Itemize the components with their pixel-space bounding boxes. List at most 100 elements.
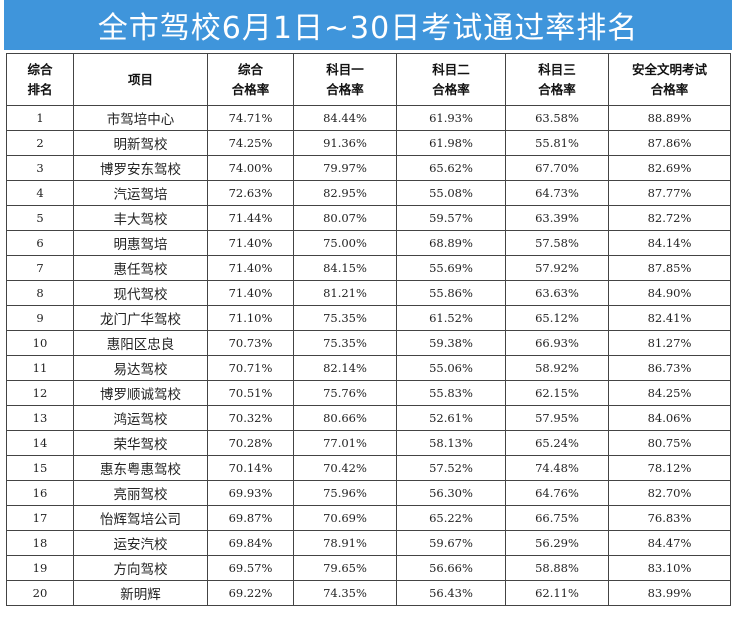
rank-cell: 17 [6, 505, 74, 531]
subject3-cell: 67.70% [505, 155, 609, 181]
subject1-cell: 75.96% [293, 480, 397, 506]
subject2-cell: 56.66% [396, 555, 506, 581]
subject2-cell: 61.98% [396, 130, 506, 156]
subject1-cell: 75.35% [293, 330, 397, 356]
rank-cell: 8 [6, 280, 74, 306]
subject3-cell: 63.63% [505, 280, 609, 306]
rank-cell: 16 [6, 480, 74, 506]
subject1-cell: 81.21% [293, 280, 397, 306]
safety-cell: 83.99% [608, 580, 731, 606]
subject1-cell: 84.44% [293, 105, 397, 131]
subject2-cell: 55.83% [396, 380, 506, 406]
rank-cell: 15 [6, 455, 74, 481]
name-cell: 市驾培中心 [73, 105, 208, 131]
rank-cell: 4 [6, 180, 74, 206]
subject2-cell: 65.22% [396, 505, 506, 531]
name-cell: 鸿运驾校 [73, 405, 208, 431]
overall-cell: 71.10% [207, 305, 294, 331]
name-cell: 惠阳区忠良 [73, 330, 208, 356]
subject1-cell: 82.14% [293, 355, 397, 381]
rank-cell: 14 [6, 430, 74, 456]
table-row: 7 惠任驾校 71.40% 84.15% 55.69% 57.92% 87.85% [6, 255, 731, 281]
subject3-cell: 62.11% [505, 580, 609, 606]
header-safety: 安全文明考试 合格率 [608, 53, 731, 106]
subject3-cell: 66.93% [505, 330, 609, 356]
name-cell: 博罗顺诚驾校 [73, 380, 208, 406]
safety-cell: 84.25% [608, 380, 731, 406]
safety-cell: 84.14% [608, 230, 731, 256]
name-cell: 怡辉驾培公司 [73, 505, 208, 531]
header-subject1: 科目一 合格率 [293, 53, 397, 106]
table-row: 3 博罗安东驾校 74.00% 79.97% 65.62% 67.70% 82.69% [6, 155, 731, 181]
subject1-cell: 70.69% [293, 505, 397, 531]
safety-cell: 84.90% [608, 280, 731, 306]
table-row: 16 亮丽驾校 69.93% 75.96% 56.30% 64.76% 82.70% [6, 480, 731, 506]
subject3-cell: 58.88% [505, 555, 609, 581]
subject3-cell: 57.58% [505, 230, 609, 256]
safety-cell: 87.86% [608, 130, 731, 156]
subject1-cell: 77.01% [293, 430, 397, 456]
safety-cell: 86.73% [608, 355, 731, 381]
table-row: 2 明新驾校 74.25% 91.36% 61.98% 55.81% 87.86% [6, 130, 731, 156]
header-row: 综合 排名 项目 综合 合格率 科目一 合格率 科目二 合格率 科目三 合格率 安全文明考… [6, 53, 731, 106]
safety-cell: 87.85% [608, 255, 731, 281]
subject2-cell: 59.38% [396, 330, 506, 356]
subject3-cell: 65.24% [505, 430, 609, 456]
table-row: 12 博罗顺诚驾校 70.51% 75.76% 55.83% 62.15% 84.25% [6, 380, 731, 406]
overall-cell: 70.73% [207, 330, 294, 356]
name-cell: 易达驾校 [73, 355, 208, 381]
subject1-cell: 84.15% [293, 255, 397, 281]
rank-cell: 13 [6, 405, 74, 431]
overall-cell: 70.14% [207, 455, 294, 481]
subject3-cell: 57.95% [505, 405, 609, 431]
overall-cell: 69.57% [207, 555, 294, 581]
overall-cell: 72.63% [207, 180, 294, 206]
table-row: 17 怡辉驾培公司 69.87% 70.69% 65.22% 66.75% 76.83% [6, 505, 731, 531]
subject3-cell: 56.29% [505, 530, 609, 556]
safety-cell: 82.69% [608, 155, 731, 181]
name-cell: 丰大驾校 [73, 205, 208, 231]
subject2-cell: 59.67% [396, 530, 506, 556]
subject2-cell: 58.13% [396, 430, 506, 456]
name-cell: 方向驾校 [73, 555, 208, 581]
rank-cell: 7 [6, 255, 74, 281]
name-cell: 博罗安东驾校 [73, 155, 208, 181]
subject3-cell: 64.76% [505, 480, 609, 506]
table-row: 18 运安汽校 69.84% 78.91% 59.67% 56.29% 84.47% [6, 530, 731, 556]
subject1-cell: 79.65% [293, 555, 397, 581]
subject2-cell: 59.57% [396, 205, 506, 231]
subject1-cell: 78.91% [293, 530, 397, 556]
subject2-cell: 61.93% [396, 105, 506, 131]
subject2-cell: 56.30% [396, 480, 506, 506]
subject3-cell: 65.12% [505, 305, 609, 331]
header-subject3: 科目三 合格率 [505, 53, 609, 106]
safety-cell: 76.83% [608, 505, 731, 531]
name-cell: 惠东粤惠驾校 [73, 455, 208, 481]
subject1-cell: 75.35% [293, 305, 397, 331]
overall-cell: 70.28% [207, 430, 294, 456]
subject2-cell: 55.08% [396, 180, 506, 206]
subject1-cell: 80.07% [293, 205, 397, 231]
rank-cell: 6 [6, 230, 74, 256]
subject3-cell: 58.92% [505, 355, 609, 381]
overall-cell: 74.00% [207, 155, 294, 181]
header-overall: 综合 合格率 [207, 53, 294, 106]
safety-cell: 83.10% [608, 555, 731, 581]
table-row: 5 丰大驾校 71.44% 80.07% 59.57% 63.39% 82.72% [6, 205, 731, 231]
safety-cell: 88.89% [608, 105, 731, 131]
overall-cell: 69.93% [207, 480, 294, 506]
rank-cell: 3 [6, 155, 74, 181]
safety-cell: 82.41% [608, 305, 731, 331]
safety-cell: 87.77% [608, 180, 731, 206]
subject3-cell: 57.92% [505, 255, 609, 281]
safety-cell: 82.70% [608, 480, 731, 506]
rank-cell: 19 [6, 555, 74, 581]
table-row: 6 明惠驾培 71.40% 75.00% 68.89% 57.58% 84.14% [6, 230, 731, 256]
name-cell: 龙门广华驾校 [73, 305, 208, 331]
overall-cell: 69.22% [207, 580, 294, 606]
table-row: 14 荣华驾校 70.28% 77.01% 58.13% 65.24% 80.75% [6, 430, 731, 456]
name-cell: 明惠驾培 [73, 230, 208, 256]
table-body: 1 市驾培中心 74.71% 84.44% 61.93% 63.58% 88.89% 2 明新驾… [6, 105, 731, 606]
overall-cell: 71.40% [207, 280, 294, 306]
